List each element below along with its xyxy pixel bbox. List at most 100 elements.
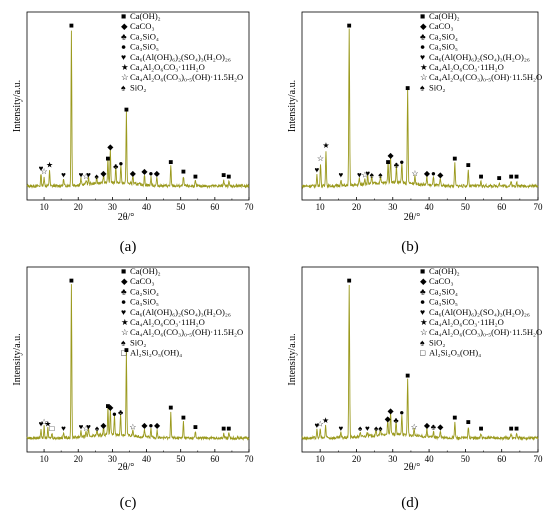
peak-marker: □ — [50, 424, 55, 433]
x-tick-label: 40 — [142, 202, 152, 212]
peak-marker: ♠ — [370, 170, 375, 179]
legend-symbol: ◆ — [121, 21, 128, 31]
legend-entry: ♣ Ca₂SiO₄ — [121, 31, 159, 41]
peak-marker: ■ — [466, 418, 471, 427]
legend-label: SiO₂ — [429, 82, 445, 92]
plot-frame — [26, 11, 250, 201]
x-tick-label: 30 — [108, 454, 118, 464]
x-axis-label: 2θ/° — [118, 212, 135, 223]
legend-symbol: □ — [420, 348, 426, 358]
legend-symbol: ● — [121, 42, 126, 52]
legend-label: SiO₂ — [130, 337, 146, 347]
legend-entry: ■ Ca(OH)₂ — [420, 11, 460, 21]
peak-marker: ♠ — [374, 424, 379, 433]
peak-marker: ◆ — [100, 169, 107, 178]
legend-entry: ◆ CaCO₃ — [121, 276, 154, 286]
legend-symbol: ♠ — [121, 82, 126, 92]
peak-marker: ■ — [514, 172, 519, 181]
legend-entry: ♥ Ca₆(Al(OH)₆)₂(SO₄)₃(H₂O)₂₆ — [420, 52, 530, 62]
peak-marker: ♥ — [61, 424, 66, 433]
legend-label: Ca₆(Al(OH)₆)₂(SO₄)₃(H₂O)₂₆ — [130, 52, 231, 62]
peak-marker: ■ — [221, 170, 226, 179]
legend-symbol: ♠ — [121, 337, 126, 347]
peak-marker: ☆ — [83, 172, 90, 181]
x-tick-label: 50 — [176, 202, 186, 212]
x-tick-label: 30 — [108, 202, 118, 212]
peak-marker: ■ — [509, 424, 514, 433]
x-tick-label: 10 — [40, 202, 50, 212]
peak-marker: ● — [149, 169, 154, 178]
peak-marker: ■ — [69, 276, 74, 285]
legend-label: Ca₃SiO₅ — [429, 297, 458, 307]
peak-marker: ■ — [193, 423, 198, 432]
y-axis-label: Intensity/a.u. — [12, 333, 23, 385]
legend-label: Ca₄Al₂O₆CO₃·11H₂O — [429, 317, 504, 327]
x-tick-label: 10 — [40, 454, 50, 464]
plot-frame — [26, 266, 250, 453]
legend-symbol: ★ — [420, 62, 428, 72]
peak-marker: ■ — [69, 21, 74, 30]
legend-entry: ◆ CaCO₃ — [121, 21, 154, 31]
peak-marker: ◆ — [437, 423, 444, 432]
peak-marker: ◆ — [154, 169, 161, 178]
legend-symbol: ☆ — [121, 72, 129, 82]
peak-marker: ♣ — [113, 162, 119, 171]
x-tick-label: 40 — [142, 454, 152, 464]
legend-entry: ♣ Ca₂SiO₄ — [420, 286, 458, 296]
x-axis-label: 2θ/° — [404, 462, 421, 473]
legend-entry: ● Ca₃SiO₅ — [420, 297, 458, 307]
peak-marker: ◆ — [107, 403, 114, 412]
legend-symbol: ● — [420, 297, 425, 307]
legend-symbol: ◆ — [121, 276, 128, 286]
legend-label: Ca₄Al₂O₆CO₃·11H₂O — [429, 62, 504, 72]
legend-symbol: ☆ — [420, 327, 428, 337]
panel-label: (a) — [120, 239, 137, 255]
legend-entry: ♣ Ca₂SiO₄ — [121, 286, 159, 296]
x-tick-label: 70 — [245, 202, 255, 212]
peak-marker: ◆ — [424, 421, 431, 430]
legend-label: SiO₂ — [130, 82, 146, 92]
peak-marker: ♥ — [79, 170, 84, 179]
legend: ■ Ca(OH)₂◆ CaCO₃♣ Ca₂SiO₄● Ca₃SiO₅♥ Ca₆(Al(OH… — [121, 11, 243, 92]
peak-marker: ♥ — [39, 164, 44, 173]
peak-marker: ■ — [452, 154, 457, 163]
legend: ■ Ca(OH)₂◆ CaCO₃♣ Ca₂SiO₄● Ca₃SiO₅♥ Ca₆(Al(OH… — [420, 266, 542, 358]
legend-label: Ca₄Al₂O₆(CO₃)₀.₅(OH)·11.5H₂O — [130, 327, 243, 337]
legend-label: Ca₃SiO₅ — [130, 42, 159, 52]
peak-marker: ◆ — [130, 169, 137, 178]
xrd-pattern-line — [301, 284, 539, 442]
legend-label: Ca(OH)₂ — [429, 266, 460, 276]
peak-marker: ☆ — [317, 154, 324, 163]
peak-marker: ● — [119, 159, 124, 168]
x-tick-label: 40 — [425, 454, 435, 464]
legend: ■ Ca(OH)₂◆ CaCO₃♣ Ca₂SiO₄● Ca₃SiO₅♥ Ca₆(Al(OH… — [121, 266, 243, 358]
legend-entry: ■ Ca(OH)₂ — [121, 11, 161, 21]
peak-marker: ☆ — [129, 423, 136, 432]
legend-entry: ♠ SiO₂ — [420, 337, 445, 347]
x-tick-label: 60 — [210, 454, 220, 464]
peak-marker: ■ — [452, 413, 457, 422]
peak-marker: ■ — [514, 424, 519, 433]
legend-label: Ca(OH)₂ — [429, 11, 460, 21]
legend-entry: ● Ca₃SiO₅ — [121, 42, 159, 52]
peak-marker: ♥ — [86, 170, 91, 179]
x-tick-label: 10 — [316, 202, 326, 212]
peak-marker: ♠ — [358, 424, 363, 433]
peak-marker: ♥ — [61, 170, 66, 179]
legend-label: Ca₄Al₂O₆(CO₃)₀.₅(OH)·11.5H₂O — [429, 327, 542, 337]
peak-marker: ■ — [226, 424, 231, 433]
peak-marker: ♣ — [431, 423, 437, 432]
legend-label: Ca₆(Al(OH)₆)₂(SO₄)₃(H₂O)₂₆ — [130, 307, 231, 317]
peak-marker: ■ — [509, 172, 514, 181]
peak-marker: ♥ — [79, 423, 84, 432]
legend-symbol: ♣ — [420, 286, 426, 296]
x-tick-label: 70 — [245, 454, 255, 464]
x-tick-label: 60 — [497, 202, 507, 212]
x-tick-label: 20 — [74, 454, 84, 464]
legend-label: CaCO₃ — [429, 21, 453, 31]
plot-frame — [301, 11, 539, 201]
legend-symbol: ♥ — [121, 307, 126, 317]
legend-entry: ♠ SiO₂ — [420, 82, 445, 92]
